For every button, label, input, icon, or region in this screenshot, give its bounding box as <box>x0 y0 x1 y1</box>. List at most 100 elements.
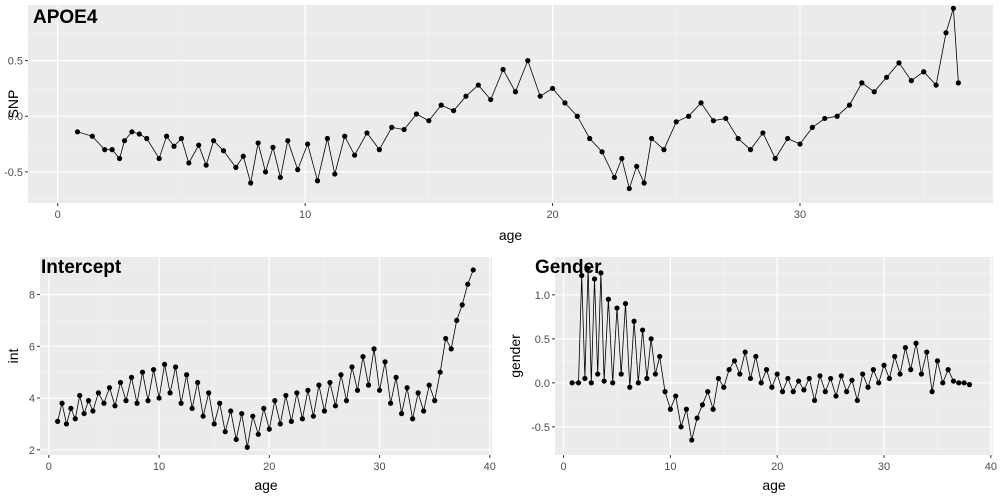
apoe4-data-point <box>525 58 531 64</box>
apoe4-data-point <box>240 153 246 159</box>
gender-data-point <box>601 378 607 384</box>
gender-data-point <box>763 367 770 373</box>
gender-data-point <box>631 318 637 324</box>
gender-data-point <box>699 402 706 408</box>
gender-x-tick-label: 30 <box>878 461 890 473</box>
apoe4-panel: 0 10 20 30 -0.5 0.0 0.5 age SNP APOE4 <box>4 5 993 243</box>
apoe4-data-point <box>475 82 481 88</box>
intercept-y-tick-label: 2 <box>29 445 35 457</box>
apoe4-data-point <box>884 74 890 80</box>
gender-data-point <box>569 380 575 386</box>
gender-data-point <box>940 380 946 386</box>
apoe4-data-point <box>233 164 239 171</box>
intercept-data-point <box>90 408 96 414</box>
gender-data-point <box>640 327 646 333</box>
gender-data-point <box>822 389 828 395</box>
intercept-data-point <box>244 444 250 450</box>
gender-data-point <box>817 373 823 379</box>
intercept-data-point <box>95 390 102 396</box>
gender-y-axis-title: gender <box>507 334 523 378</box>
gender-data-point <box>742 349 748 355</box>
intercept-data-point <box>178 400 184 406</box>
intercept-data-point <box>371 346 377 352</box>
intercept-data-point <box>277 421 283 427</box>
intercept-data-point <box>139 369 146 375</box>
apoe4-data-point <box>163 133 170 139</box>
intercept-plot-area <box>40 257 492 455</box>
apoe4-data-point <box>270 144 276 150</box>
intercept-data-point <box>266 426 272 432</box>
intercept-data-point <box>261 405 267 412</box>
gender-data-point <box>737 371 743 377</box>
gender-data-point <box>924 349 930 355</box>
gender-data-point <box>860 371 866 377</box>
intercept-data-point <box>156 395 162 401</box>
intercept-data-point <box>382 359 388 365</box>
apoe4-data-point <box>562 100 568 106</box>
apoe4-data-point <box>314 178 321 184</box>
gender-data-point <box>689 437 695 443</box>
intercept-data-point <box>112 403 118 409</box>
gender-data-point <box>854 397 860 404</box>
gender-data-point <box>795 378 802 384</box>
gender-data-point <box>849 377 855 383</box>
gender-data-point <box>618 371 624 377</box>
intercept-data-point <box>63 421 70 427</box>
apoe4-data-point <box>262 169 269 175</box>
intercept-data-point <box>272 398 278 404</box>
apoe4-data-point <box>389 124 395 130</box>
apoe4-data-point <box>156 155 162 162</box>
gender-data-point <box>644 375 650 382</box>
gender-y-tick-label: 0.5 <box>535 334 550 346</box>
apoe4-data-point <box>921 69 927 75</box>
apoe4-data-point <box>641 180 647 186</box>
apoe4-data-point <box>196 142 202 148</box>
gender-data-point <box>753 353 759 360</box>
gender-data-point <box>610 380 616 386</box>
apoe4-x-tick-label: 10 <box>299 209 311 221</box>
apoe4-data-point <box>129 129 135 135</box>
apoe4-data-point <box>943 30 949 36</box>
intercept-data-point <box>68 405 74 412</box>
gender-data-point <box>902 345 909 351</box>
intercept-data-point <box>200 413 206 419</box>
gender-data-point <box>929 389 935 395</box>
apoe4-data-point <box>171 143 177 149</box>
intercept-data-point <box>365 382 372 388</box>
apoe4-data-point <box>933 82 939 88</box>
apoe4-data-point <box>305 141 311 147</box>
gender-data-point <box>945 367 951 373</box>
apoe4-data-point <box>74 129 81 135</box>
intercept-data-point <box>217 400 223 406</box>
apoe4-data-point <box>871 89 877 95</box>
intercept-data-point <box>167 390 173 396</box>
gender-data-point <box>575 380 582 386</box>
intercept-data-point <box>250 413 256 419</box>
apoe4-data-point <box>332 171 338 177</box>
gender-x-axis-title: age <box>762 477 786 493</box>
intercept-data-point <box>77 392 83 399</box>
gender-data-point <box>678 424 684 430</box>
apoe4-y-tick-label: -0.5 <box>4 167 23 179</box>
apoe4-x-tick-label: 20 <box>546 209 558 221</box>
gender-data-point <box>876 380 882 386</box>
gender-y-tick-label: -0.5 <box>531 422 550 434</box>
intercept-data-point <box>376 387 383 393</box>
apoe4-data-point <box>772 155 778 162</box>
intercept-data-point <box>72 416 78 422</box>
apoe4-data-point <box>136 131 142 137</box>
intercept-y-axis-title: int <box>5 349 21 364</box>
intercept-y-tick-label: 4 <box>29 393 35 405</box>
gender-data-point <box>966 382 973 388</box>
gender-data-point <box>950 378 957 384</box>
intercept-data-point <box>404 385 410 391</box>
intercept-data-point <box>85 398 92 404</box>
intercept-data-point <box>255 431 261 437</box>
intercept-panel-title: Intercept <box>41 257 122 278</box>
intercept-data-point <box>470 267 476 273</box>
gender-data-point <box>913 340 919 346</box>
gender-data-point <box>721 384 727 390</box>
gender-data-point <box>956 380 962 386</box>
intercept-data-point <box>55 418 61 424</box>
